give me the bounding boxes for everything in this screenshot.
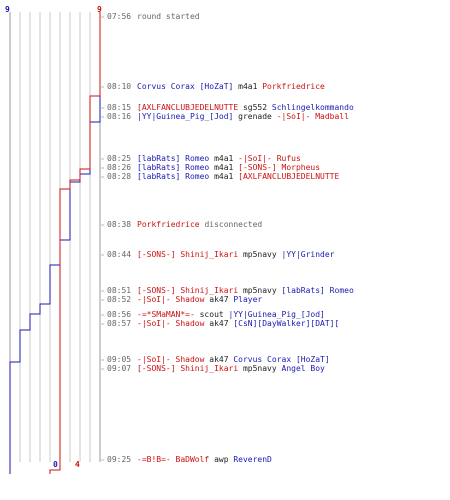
- event-text: [-SONS-] Shinij_Ikari mp5navy Angel Boy: [137, 364, 325, 373]
- event-time: 08:56: [107, 310, 132, 319]
- event-part: -=*SMaMAN*=-: [137, 310, 195, 319]
- event-part: Porkfriedrice: [262, 82, 325, 91]
- event-time: 08:15: [107, 103, 132, 112]
- event-part: -|SoI|- Shadow: [137, 319, 205, 328]
- event-text: -|SoI|- Shadow ak47 Corvus Corax [HoZaT]: [137, 355, 330, 364]
- event-part: m4a1: [209, 172, 239, 181]
- event-text: [-SONS-] Shinij_Ikari mp5navy |YY|Grinde…: [137, 250, 335, 259]
- event-text: [labRats] Romeo m4a1 [-SONS-] Morpheus: [137, 163, 320, 172]
- event-time: 08:52: [107, 295, 132, 304]
- event-part: mp5navy: [238, 364, 282, 373]
- event-part: -|SoI|- Shadow: [137, 295, 205, 304]
- event-text: -=B!B=- BaDWolf awp ReverenD: [137, 455, 272, 464]
- event-time: 08:57: [107, 319, 132, 328]
- event-time: 08:38: [107, 220, 132, 229]
- event-time: 08:16: [107, 112, 132, 121]
- event-part: -|SoI|- Shadow: [137, 355, 205, 364]
- event-part: mp5navy: [238, 286, 282, 295]
- event-part: [AXLFANCLUBJEDELNUTTE: [137, 103, 239, 112]
- event-text: Corvus Corax [HoZaT] m4a1 Porkfriedrice: [137, 82, 325, 91]
- event-part: [CsN][DayWalker][DAT][: [233, 319, 340, 328]
- event-time: 09:25: [107, 455, 132, 464]
- event-time: 09:07: [107, 364, 132, 373]
- event-part: mp5navy: [238, 250, 282, 259]
- event-part: ReverenD: [233, 455, 272, 464]
- event-part: [-SONS-] Shinij_Ikari: [137, 364, 239, 373]
- event-part: [-SONS-] Morpheus: [238, 163, 321, 172]
- event-part: ak47: [204, 295, 234, 304]
- red-end-score: 4: [75, 460, 80, 469]
- event-text: [-SONS-] Shinij_Ikari mp5navy [labRats] …: [137, 286, 354, 295]
- event-text: |YY|Guinea_Pig_[Jod] grenade -|SoI|- Mad…: [137, 112, 349, 121]
- event-part: Angel Boy: [281, 364, 325, 373]
- event-part: [-SONS-] Shinij_Ikari: [137, 286, 239, 295]
- blue-start-score: 9: [5, 5, 10, 14]
- event-part: m4a1: [209, 154, 239, 163]
- event-text: [labRats] Romeo m4a1 [AXLFANCLUBJEDELNUT…: [137, 172, 339, 181]
- event-part: |YY|Guinea_Pig_[Jod]: [228, 310, 325, 319]
- event-part: [AXLFANCLUBJEDELNUTTE: [238, 172, 340, 181]
- event-part: -=B!B=- BaDWolf: [137, 455, 210, 464]
- event-part: Player: [233, 295, 263, 304]
- event-part: [labRats] Romeo: [137, 163, 210, 172]
- event-part: Schlingelkommando: [271, 103, 354, 112]
- event-text: [labRats] Romeo m4a1 -|SoI|- Rufus: [137, 154, 301, 163]
- event-time: 08:25: [107, 154, 132, 163]
- event-text: -|SoI|- Shadow ak47 Player: [137, 295, 262, 304]
- event-part: ak47: [204, 355, 234, 364]
- event-text: round started: [137, 12, 200, 21]
- event-part: |YY|Guinea_Pig_[Jod]: [137, 112, 234, 121]
- event-part: |YY|Grinder: [281, 250, 335, 259]
- event-part: grenade: [233, 112, 277, 121]
- red-start-score: 9: [97, 5, 102, 14]
- event-part: Porkfriedrice: [137, 220, 200, 229]
- blue-team-alive-line: [9, 12, 101, 474]
- event-part: [labRats] Romeo: [137, 172, 210, 181]
- event-time: 08:10: [107, 82, 132, 91]
- event-time: 08:26: [107, 163, 132, 172]
- event-part: ak47: [204, 319, 234, 328]
- event-part: awp: [209, 455, 234, 464]
- event-text: -|SoI|- Shadow ak47 [CsN][DayWalker][DAT…: [137, 319, 339, 328]
- event-part: Corvus Corax [HoZaT]: [233, 355, 330, 364]
- event-part: sg552: [238, 103, 272, 112]
- event-text: Porkfriedrice disconnected: [137, 220, 262, 229]
- event-part: -|SoI|- Rufus: [238, 154, 301, 163]
- event-part: [-SONS-] Shinij_Ikari: [137, 250, 239, 259]
- event-part: [labRats] Romeo: [281, 286, 354, 295]
- event-part: m4a1: [209, 163, 239, 172]
- event-part: [labRats] Romeo: [137, 154, 210, 163]
- event-time: 08:28: [107, 172, 132, 181]
- event-part: Corvus Corax [HoZaT]: [137, 82, 234, 91]
- event-part: m4a1: [233, 82, 263, 91]
- event-time: 09:05: [107, 355, 132, 364]
- event-part: -|SoI|- Madball: [276, 112, 349, 121]
- event-text: -=*SMaMAN*=- scout |YY|Guinea_Pig_[Jod]: [137, 310, 325, 319]
- event-text: [AXLFANCLUBJEDELNUTTE sg552 Schlingelkom…: [137, 103, 354, 112]
- event-time: 08:44: [107, 250, 132, 259]
- event-part: scout: [194, 310, 229, 319]
- event-time: 08:51: [107, 286, 132, 295]
- blue-end-score: 0: [53, 460, 58, 469]
- red-team-alive-line: [49, 12, 101, 474]
- event-time: 07:56: [107, 12, 132, 21]
- event-part: round started: [137, 12, 200, 21]
- event-part: disconnected: [199, 220, 263, 229]
